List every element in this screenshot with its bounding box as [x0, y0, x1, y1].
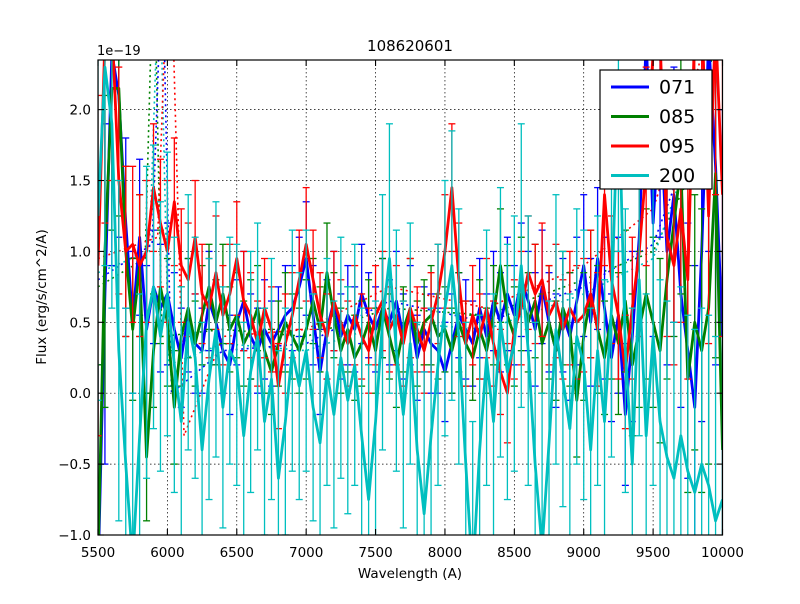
- legend-item-095: 095: [611, 136, 695, 158]
- y-tick-label: 0.5: [70, 315, 91, 331]
- legend-label: 085: [659, 106, 695, 128]
- y-axis-label: Flux (erg/s/cm^2/A): [34, 229, 50, 364]
- y-tick-label: −0.5: [58, 457, 91, 473]
- x-tick-label: 5500: [81, 545, 115, 561]
- legend-item-200: 200: [611, 165, 695, 187]
- x-tick-label: 10000: [701, 545, 744, 561]
- chart-title: 108620601: [367, 37, 453, 55]
- legend-item-085: 085: [611, 106, 695, 128]
- legend-item-071: 071: [611, 77, 695, 99]
- x-tick-label: 8000: [428, 545, 462, 561]
- x-tick-label: 7000: [289, 545, 323, 561]
- x-tick-label: 8500: [497, 545, 531, 561]
- axis-ticks: [97, 60, 724, 536]
- x-tick-label: 9000: [567, 545, 601, 561]
- y-tick-label: 1.0: [70, 244, 91, 260]
- legend-label: 071: [659, 77, 695, 99]
- legend-box: [599, 69, 713, 190]
- y-tick-label: 0.0: [70, 386, 91, 402]
- legend-label: 200: [659, 165, 695, 187]
- y-tick-label: −1.0: [58, 528, 91, 544]
- x-axis-label: Wavelength (A): [358, 566, 462, 582]
- y-tick-label: 1.5: [70, 174, 91, 190]
- y-axis-offset-label: 1e−19: [97, 44, 141, 59]
- data-layer: [98, 60, 723, 535]
- series-200: [98, 60, 723, 535]
- x-tick-label: 6500: [220, 545, 254, 561]
- x-tick-label: 7500: [358, 545, 392, 561]
- legend-label: 095: [659, 136, 695, 158]
- legend: 071 085 095 200: [599, 69, 713, 190]
- tick-labels: 5500 6000 6500 7000 7500 8000 8500 9000 9500 1000…: [58, 103, 744, 561]
- y-tick-label: 2.0: [70, 103, 91, 119]
- axes-frame: [97, 59, 724, 536]
- x-tick-label: 6000: [150, 545, 184, 561]
- x-tick-label: 9500: [636, 545, 670, 561]
